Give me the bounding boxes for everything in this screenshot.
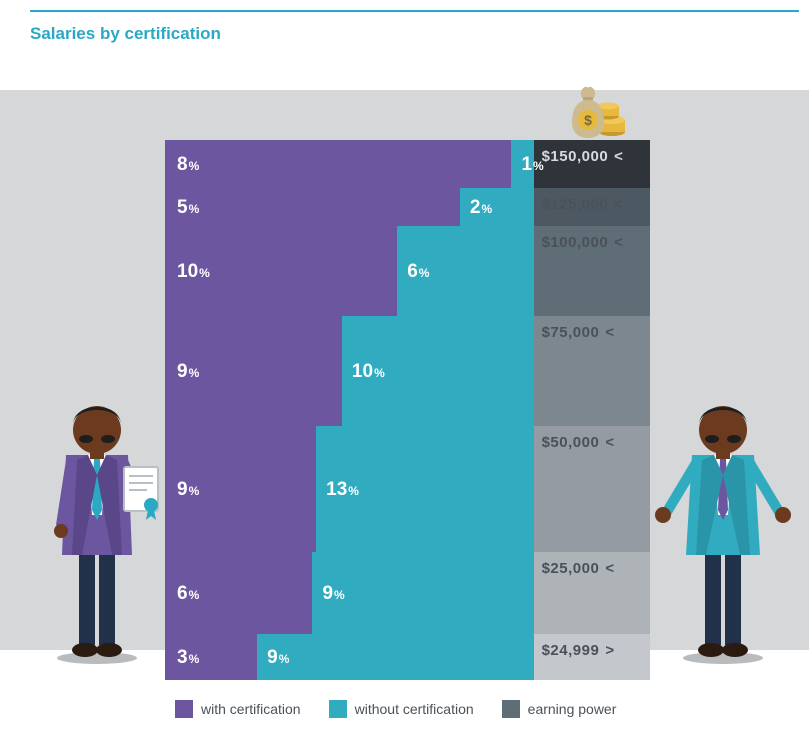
earning-label: $25,000< <box>542 560 615 577</box>
legend: with certification without certification… <box>175 700 616 718</box>
pct-with: 5% <box>177 197 199 219</box>
earning-label: $150,000< <box>542 148 624 165</box>
earning-label: $24,999> <box>542 642 615 659</box>
chart-row: 5% 2% $125,000< <box>165 188 650 226</box>
chart-title: Salaries by certification <box>30 24 221 44</box>
pct-with: 10% <box>177 261 210 283</box>
legend-item-with: with certification <box>175 700 301 718</box>
legend-item-without: without certification <box>329 700 474 718</box>
earning-label: $75,000< <box>542 324 615 341</box>
pct-without: 9% <box>322 583 344 605</box>
chart-row: 9% 13% $50,000< <box>165 426 650 552</box>
salary-chart: 8% 1%$150,000< 5% 2% $125,000< 10% 6% $100,000<… <box>165 140 650 680</box>
legend-swatch-without <box>329 700 347 718</box>
segment-without-cert <box>257 634 533 680</box>
pct-with: 6% <box>177 583 199 605</box>
svg-text:$: $ <box>584 112 592 128</box>
pct-without: 10% <box>352 361 385 383</box>
pct-without: 6% <box>407 261 429 283</box>
pct-with: 9% <box>177 361 199 383</box>
legend-swatch-earning <box>502 700 520 718</box>
chart-row: 6% 9% $25,000< <box>165 552 650 634</box>
pct-with: 8% <box>177 154 199 176</box>
legend-swatch-with <box>175 700 193 718</box>
pct-with: 3% <box>177 647 199 669</box>
legend-label-without: without certification <box>355 701 474 717</box>
page: Salaries by certification $ 8% 1%$150,000… <box>0 0 809 754</box>
pct-with: 9% <box>177 479 199 501</box>
pct-without: 1% <box>521 154 543 176</box>
top-rule <box>30 10 799 12</box>
person-without-cert-icon <box>648 375 798 665</box>
legend-label-earning: earning power <box>528 701 617 717</box>
pct-without: 2% <box>470 197 492 219</box>
earning-label: $125,000< <box>542 196 624 213</box>
pct-without: 9% <box>267 647 289 669</box>
person-with-cert-icon <box>32 375 162 665</box>
chart-row: 8% 1%$150,000< <box>165 140 650 188</box>
segment-with-cert <box>165 140 511 188</box>
chart-row: 3% 9% $24,999> <box>165 634 650 680</box>
earning-label: $100,000< <box>542 234 624 251</box>
legend-label-with: with certification <box>201 701 301 717</box>
pct-without: 13% <box>326 479 359 501</box>
chart-row: 9% 10% $75,000< <box>165 316 650 426</box>
moneybag-icon: $ <box>558 82 628 142</box>
chart-row: 10% 6% $100,000< <box>165 226 650 316</box>
earning-label: $50,000< <box>542 434 615 451</box>
segment-without-cert <box>312 552 533 634</box>
legend-item-earning: earning power <box>502 700 617 718</box>
segment-with-cert <box>165 188 460 226</box>
